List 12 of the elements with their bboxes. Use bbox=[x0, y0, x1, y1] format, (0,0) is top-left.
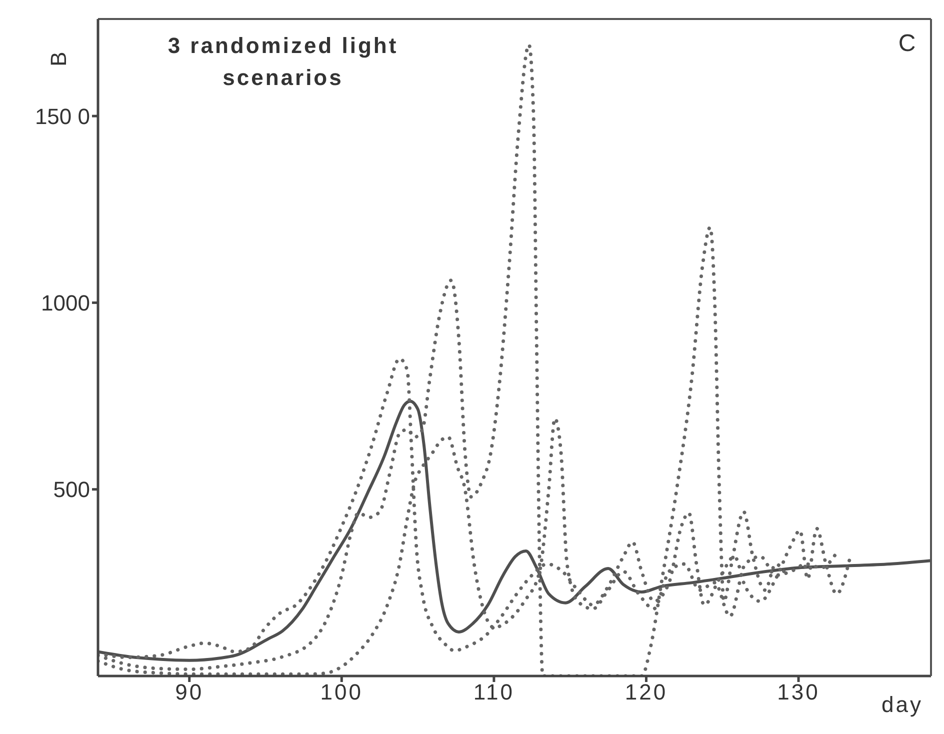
y-tick-label: 1000 bbox=[41, 290, 90, 316]
x-tick-label: 130 bbox=[777, 680, 820, 705]
x-tick-label: 120 bbox=[624, 680, 668, 705]
x-axis-title: day bbox=[882, 692, 923, 717]
x-tick-label: 90 bbox=[175, 680, 204, 705]
y-axis-title: B bbox=[46, 52, 71, 66]
y-tick-label: 500 bbox=[53, 477, 90, 502]
x-tick-label: 110 bbox=[473, 680, 514, 705]
annotation: C bbox=[897, 30, 917, 58]
text: 3 randomized light scenarios bbox=[166, 32, 400, 92]
x-tick-label: 100 bbox=[320, 680, 364, 705]
y-tick-label: 150 0 bbox=[34, 104, 90, 129]
